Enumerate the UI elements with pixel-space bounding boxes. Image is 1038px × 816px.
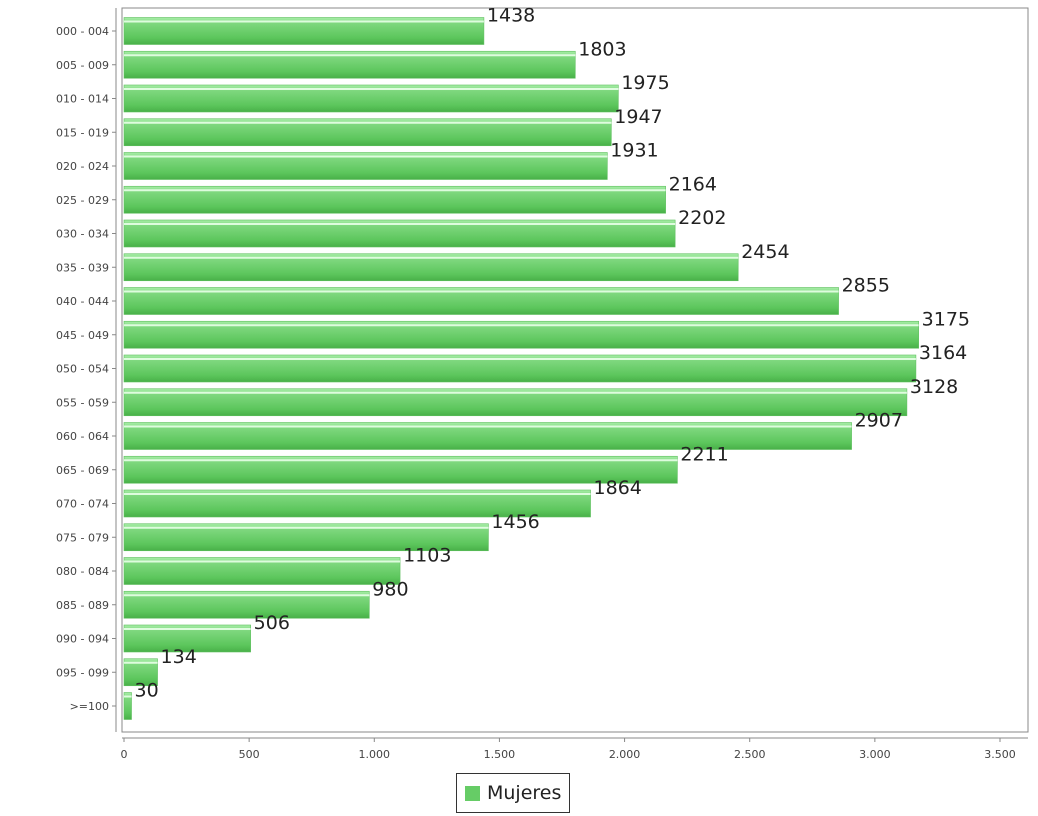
bar-highlight bbox=[124, 459, 678, 462]
category-label: 065 - 069 bbox=[56, 464, 109, 477]
bar-highlight bbox=[124, 391, 907, 394]
data-label: 134 bbox=[161, 646, 197, 668]
bar--100 bbox=[123, 692, 132, 720]
legend-swatch-mujeres bbox=[465, 785, 480, 801]
category-label: 045 - 049 bbox=[56, 329, 109, 342]
bar-highlight bbox=[124, 425, 852, 428]
bar-highlight bbox=[124, 661, 158, 664]
bar-highlight bbox=[124, 628, 251, 630]
bar-highlight bbox=[124, 189, 666, 192]
category-label: 040 - 044 bbox=[56, 295, 109, 308]
category-label: 050 - 054 bbox=[56, 363, 109, 376]
value-tick-label: 1.000 bbox=[359, 748, 391, 761]
value-tick-label: 3.000 bbox=[859, 748, 891, 761]
bar-highlight bbox=[124, 358, 916, 360]
category-label: 080 - 084 bbox=[56, 565, 109, 578]
data-label: 3164 bbox=[919, 342, 967, 364]
category-label: 090 - 094 bbox=[56, 633, 109, 646]
data-label: 1947 bbox=[614, 106, 662, 128]
value-tick-label: 3.500 bbox=[984, 748, 1016, 761]
bar-highlight bbox=[124, 324, 919, 327]
bar-highlight bbox=[124, 121, 612, 124]
data-label: 3128 bbox=[910, 376, 958, 398]
category-label: 055 - 059 bbox=[56, 396, 109, 409]
category-label: 085 - 089 bbox=[56, 599, 109, 612]
value-axis: 0 500 1.000 1.500 2.000 2.500 3.000 3.500 bbox=[121, 737, 1028, 761]
data-label: 1103 bbox=[403, 545, 451, 567]
data-label: 980 bbox=[372, 578, 408, 600]
data-label: 1864 bbox=[594, 477, 642, 499]
data-label: 2202 bbox=[678, 207, 726, 229]
bar-highlight bbox=[124, 20, 484, 23]
data-label: 2164 bbox=[669, 173, 717, 195]
category-label: 030 - 034 bbox=[56, 228, 109, 241]
data-label: 2855 bbox=[842, 275, 890, 297]
data-label: 1438 bbox=[487, 5, 535, 27]
data-label: 1931 bbox=[610, 140, 658, 162]
bar-highlight bbox=[124, 526, 489, 529]
bar-highlight bbox=[124, 88, 619, 90]
category-label: 060 - 064 bbox=[56, 430, 109, 443]
category-label: 015 - 019 bbox=[56, 126, 109, 139]
category-label: 075 - 079 bbox=[56, 531, 109, 544]
legend-label-mujeres: Mujeres bbox=[487, 782, 562, 804]
value-tick-label: 2.000 bbox=[609, 748, 641, 761]
bar-highlight bbox=[124, 54, 576, 57]
bar-highlight bbox=[124, 695, 132, 698]
data-label: 3175 bbox=[922, 308, 970, 330]
bar-highlight bbox=[124, 594, 370, 597]
category-label: 025 - 029 bbox=[56, 194, 109, 207]
category-axis: 000 - 004 005 - 009 010 - 014 015 - 019 020 … bbox=[56, 8, 117, 732]
data-label: 2907 bbox=[855, 410, 903, 432]
bar-highlight bbox=[124, 256, 739, 259]
value-tick-label: 0 bbox=[121, 748, 128, 761]
category-label: 095 - 099 bbox=[56, 666, 109, 679]
bar-highlight bbox=[124, 155, 608, 158]
category-label: 070 - 074 bbox=[56, 498, 109, 511]
bars-group bbox=[123, 17, 919, 720]
category-label: 010 - 014 bbox=[56, 93, 109, 106]
bar-highlight bbox=[124, 290, 839, 293]
data-label: 2454 bbox=[741, 241, 789, 263]
bar-highlight bbox=[124, 560, 401, 563]
legend: Mujeres bbox=[456, 773, 571, 813]
category-label: 035 - 039 bbox=[56, 261, 109, 274]
data-label: 1456 bbox=[491, 511, 539, 533]
data-labels-group: 1438 1803 1975 1947 1931 2164 2202 2454 2855 3175… bbox=[135, 5, 971, 702]
data-label: 506 bbox=[254, 612, 290, 634]
category-label: 000 - 004 bbox=[56, 25, 109, 38]
bar-highlight bbox=[124, 223, 676, 225]
data-label: 1975 bbox=[621, 72, 669, 94]
data-label: 30 bbox=[135, 680, 159, 702]
data-label: 2211 bbox=[680, 443, 728, 465]
category-label: 005 - 009 bbox=[56, 59, 109, 72]
value-tick-label: 500 bbox=[239, 748, 260, 761]
value-tick-label: 1.500 bbox=[484, 748, 516, 761]
data-label: 1803 bbox=[578, 38, 626, 60]
category-label: >=100 bbox=[70, 700, 109, 713]
bar-highlight bbox=[124, 493, 591, 495]
value-tick-label: 2.500 bbox=[734, 748, 766, 761]
category-label: 020 - 024 bbox=[56, 160, 109, 173]
